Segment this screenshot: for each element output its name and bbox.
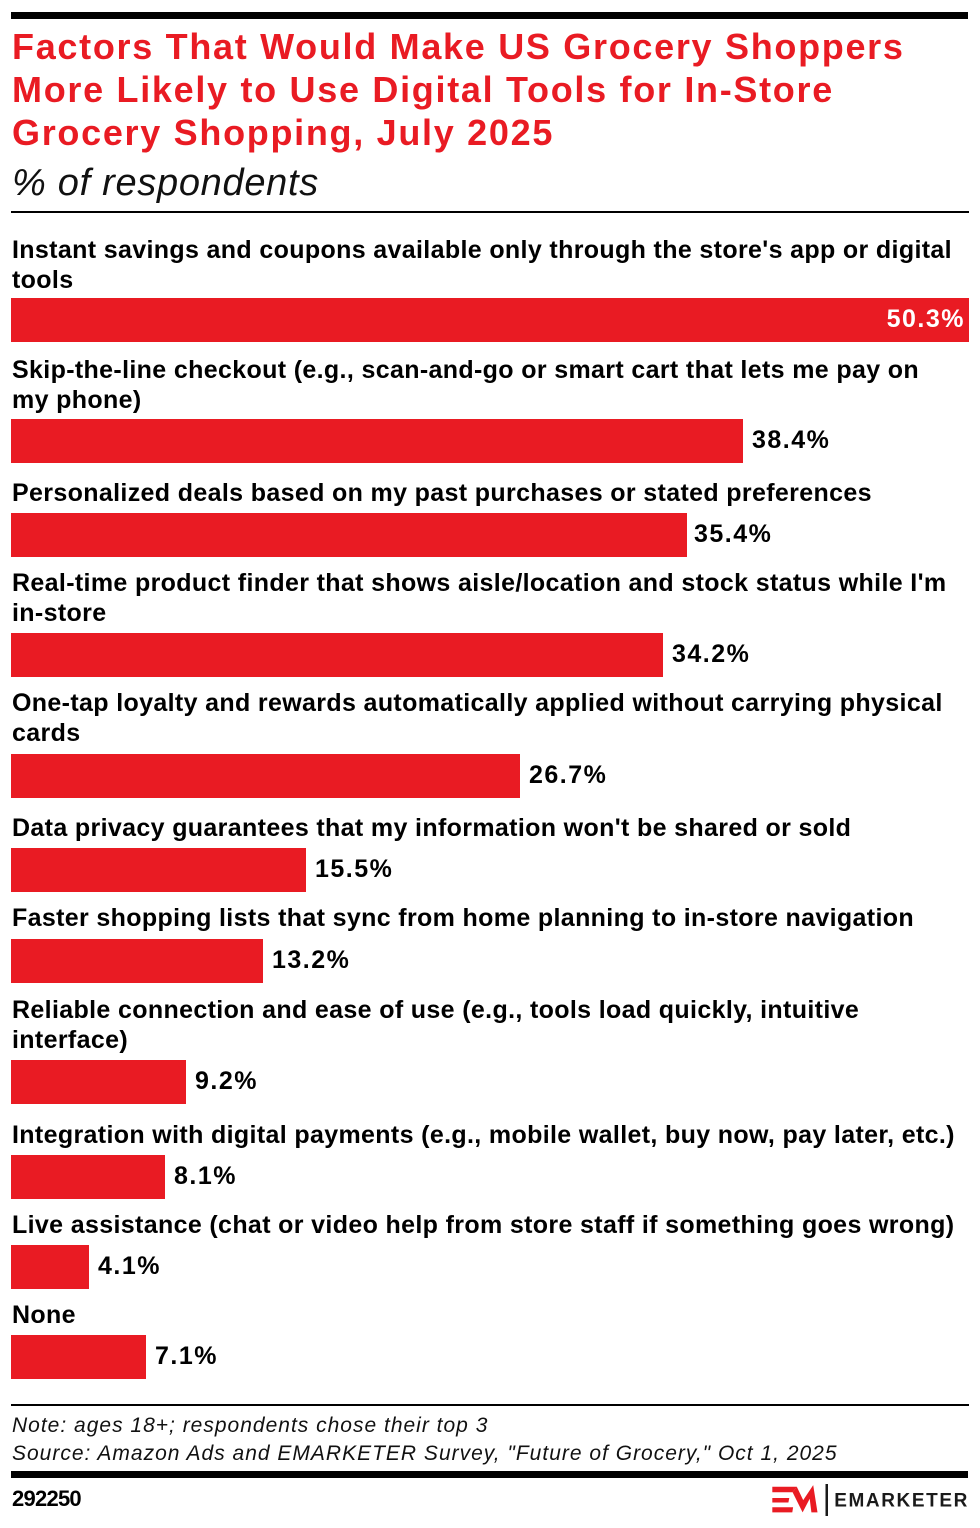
svg-text:EMARKETER: EMARKETER <box>834 1491 969 1512</box>
